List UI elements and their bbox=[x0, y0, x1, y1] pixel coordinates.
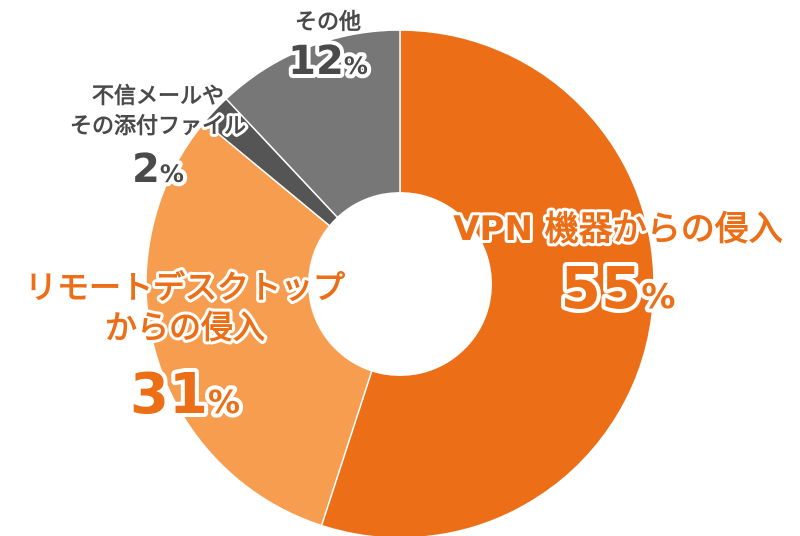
slice-labels: VPN 機器からの侵入55%リモートデスクトップからの侵入31%不信メールやその… bbox=[22, 7, 786, 431]
slice-value-1: 31% bbox=[130, 362, 240, 427]
slice-label-2-line-1: その添付ファイル bbox=[70, 114, 246, 139]
donut-hole bbox=[308, 192, 492, 376]
slice-value-2: 2% bbox=[132, 146, 184, 192]
slice-label-1-line-1: からの侵入 bbox=[105, 308, 265, 346]
slice-label-3-line-0: その他 bbox=[295, 10, 361, 35]
slice-1 bbox=[145, 121, 401, 527]
slice-value-3: 12% bbox=[288, 38, 368, 84]
slice-label-1-line-0: リモートデスクトップ bbox=[25, 268, 346, 306]
slice-label-0-line-0: VPN 機器からの侵入 bbox=[453, 209, 783, 249]
slice-value-0: 55% bbox=[561, 254, 676, 322]
slice-label-2-line-0: 不信メールや bbox=[92, 83, 224, 109]
